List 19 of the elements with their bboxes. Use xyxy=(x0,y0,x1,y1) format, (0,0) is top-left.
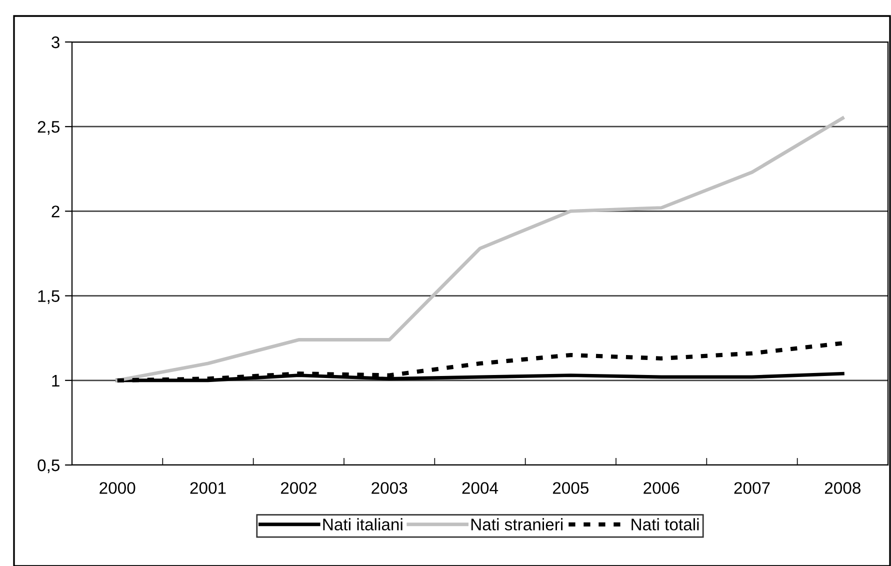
x-tick-label: 2004 xyxy=(462,482,498,494)
x-tick-label: 2002 xyxy=(280,482,316,494)
x-tick-label: 2007 xyxy=(734,482,770,494)
y-tick-label: 2 xyxy=(52,206,60,218)
legend-label: Nati totali xyxy=(632,518,699,530)
legend-label: Nati stranieri xyxy=(471,518,563,530)
y-tick-label: 1,5 xyxy=(38,290,60,304)
y-tick-label: 1 xyxy=(52,374,60,386)
x-tick-label: 2001 xyxy=(190,482,226,494)
x-tick-label: 2006 xyxy=(644,482,680,494)
y-tick-label: 2,5 xyxy=(38,121,60,135)
legend-label: Nati italiani xyxy=(323,518,402,530)
x-tick-label: 2000 xyxy=(100,482,136,494)
x-tick-label: 2005 xyxy=(552,482,589,494)
line-series xyxy=(116,116,844,382)
x-tick-label: 2008 xyxy=(824,482,860,494)
x-tick-label: 2003 xyxy=(372,482,408,494)
y-tick-label: 3 xyxy=(52,36,60,48)
y-tick-label: 0,5 xyxy=(38,459,60,474)
